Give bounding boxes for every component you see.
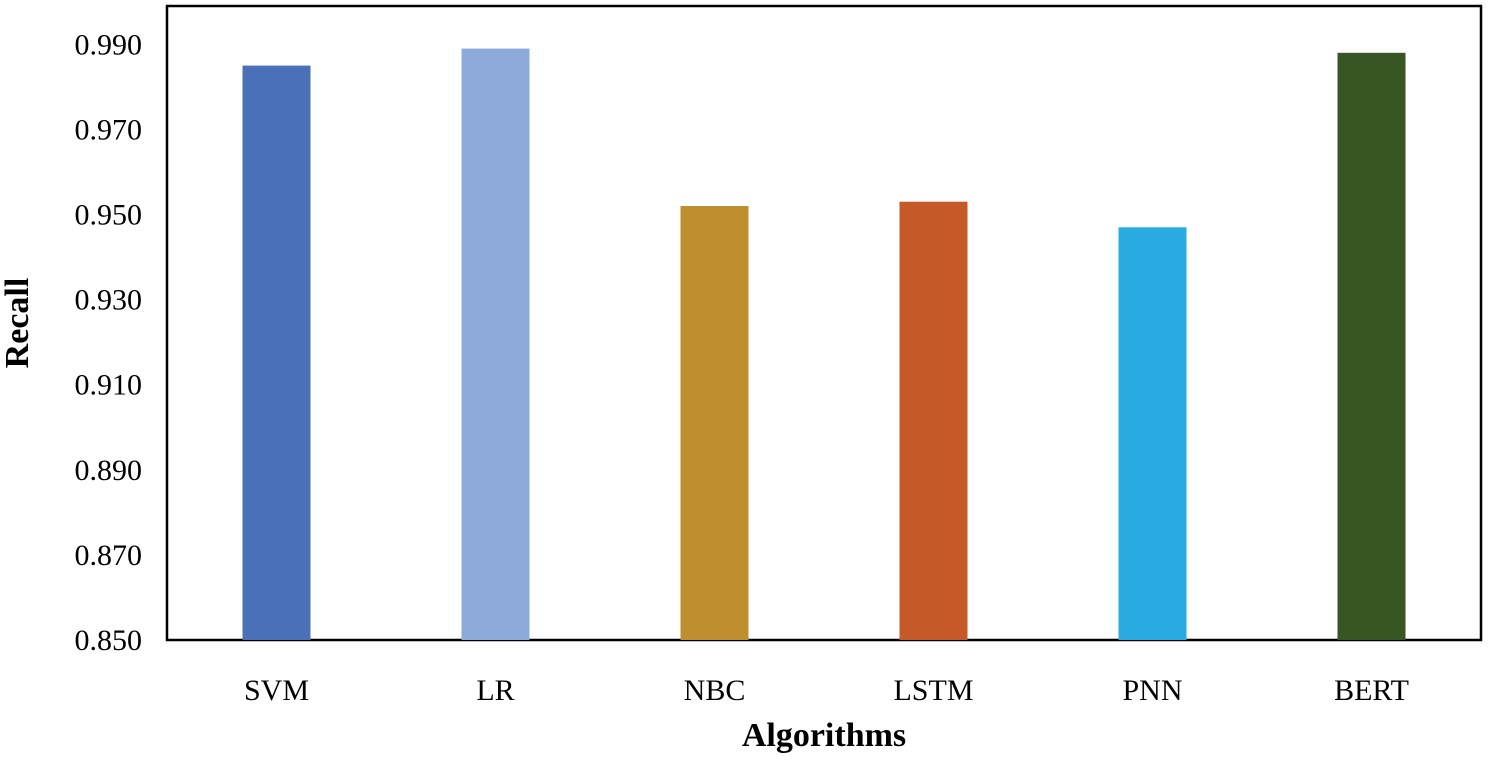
plot-frame (165, 4, 1483, 642)
x-tick-label-bert: BERT (1334, 674, 1409, 707)
x-axis-title: Algorithms (742, 717, 906, 754)
y-tick-label: 0.850 (75, 624, 143, 657)
x-tick-label-nbc: NBC (684, 674, 746, 707)
y-axis-title: Recall (0, 278, 36, 369)
bar-lr (461, 48, 530, 641)
y-tick-label: 0.930 (75, 284, 143, 317)
y-tick-label: 0.890 (75, 454, 143, 487)
x-tick-label-pnn: PNN (1122, 674, 1182, 707)
x-tick-label-lstm: LSTM (893, 674, 973, 707)
bar-nbc (680, 206, 749, 640)
bars-group (242, 48, 1406, 641)
y-tick-label: 0.990 (75, 28, 143, 61)
y-tick-labels: 0.850 0.870 0.890 0.910 0.930 0.950 0.970 0.990 (75, 28, 143, 657)
y-tick-label: 0.910 (75, 369, 143, 402)
x-tick-label-svm: SVM (244, 674, 309, 707)
y-tick-label: 0.970 (75, 113, 143, 146)
bar-lstm (899, 201, 968, 640)
bar-bert (1337, 52, 1406, 641)
y-tick-label: 0.870 (75, 539, 143, 572)
x-tick-label-lr: LR (476, 674, 514, 707)
y-tick-label: 0.950 (75, 199, 143, 232)
bar-svm (242, 65, 311, 641)
bar-pnn (1118, 227, 1187, 641)
x-tick-labels: SVM LR NBC LSTM PNN BERT (244, 674, 1409, 707)
